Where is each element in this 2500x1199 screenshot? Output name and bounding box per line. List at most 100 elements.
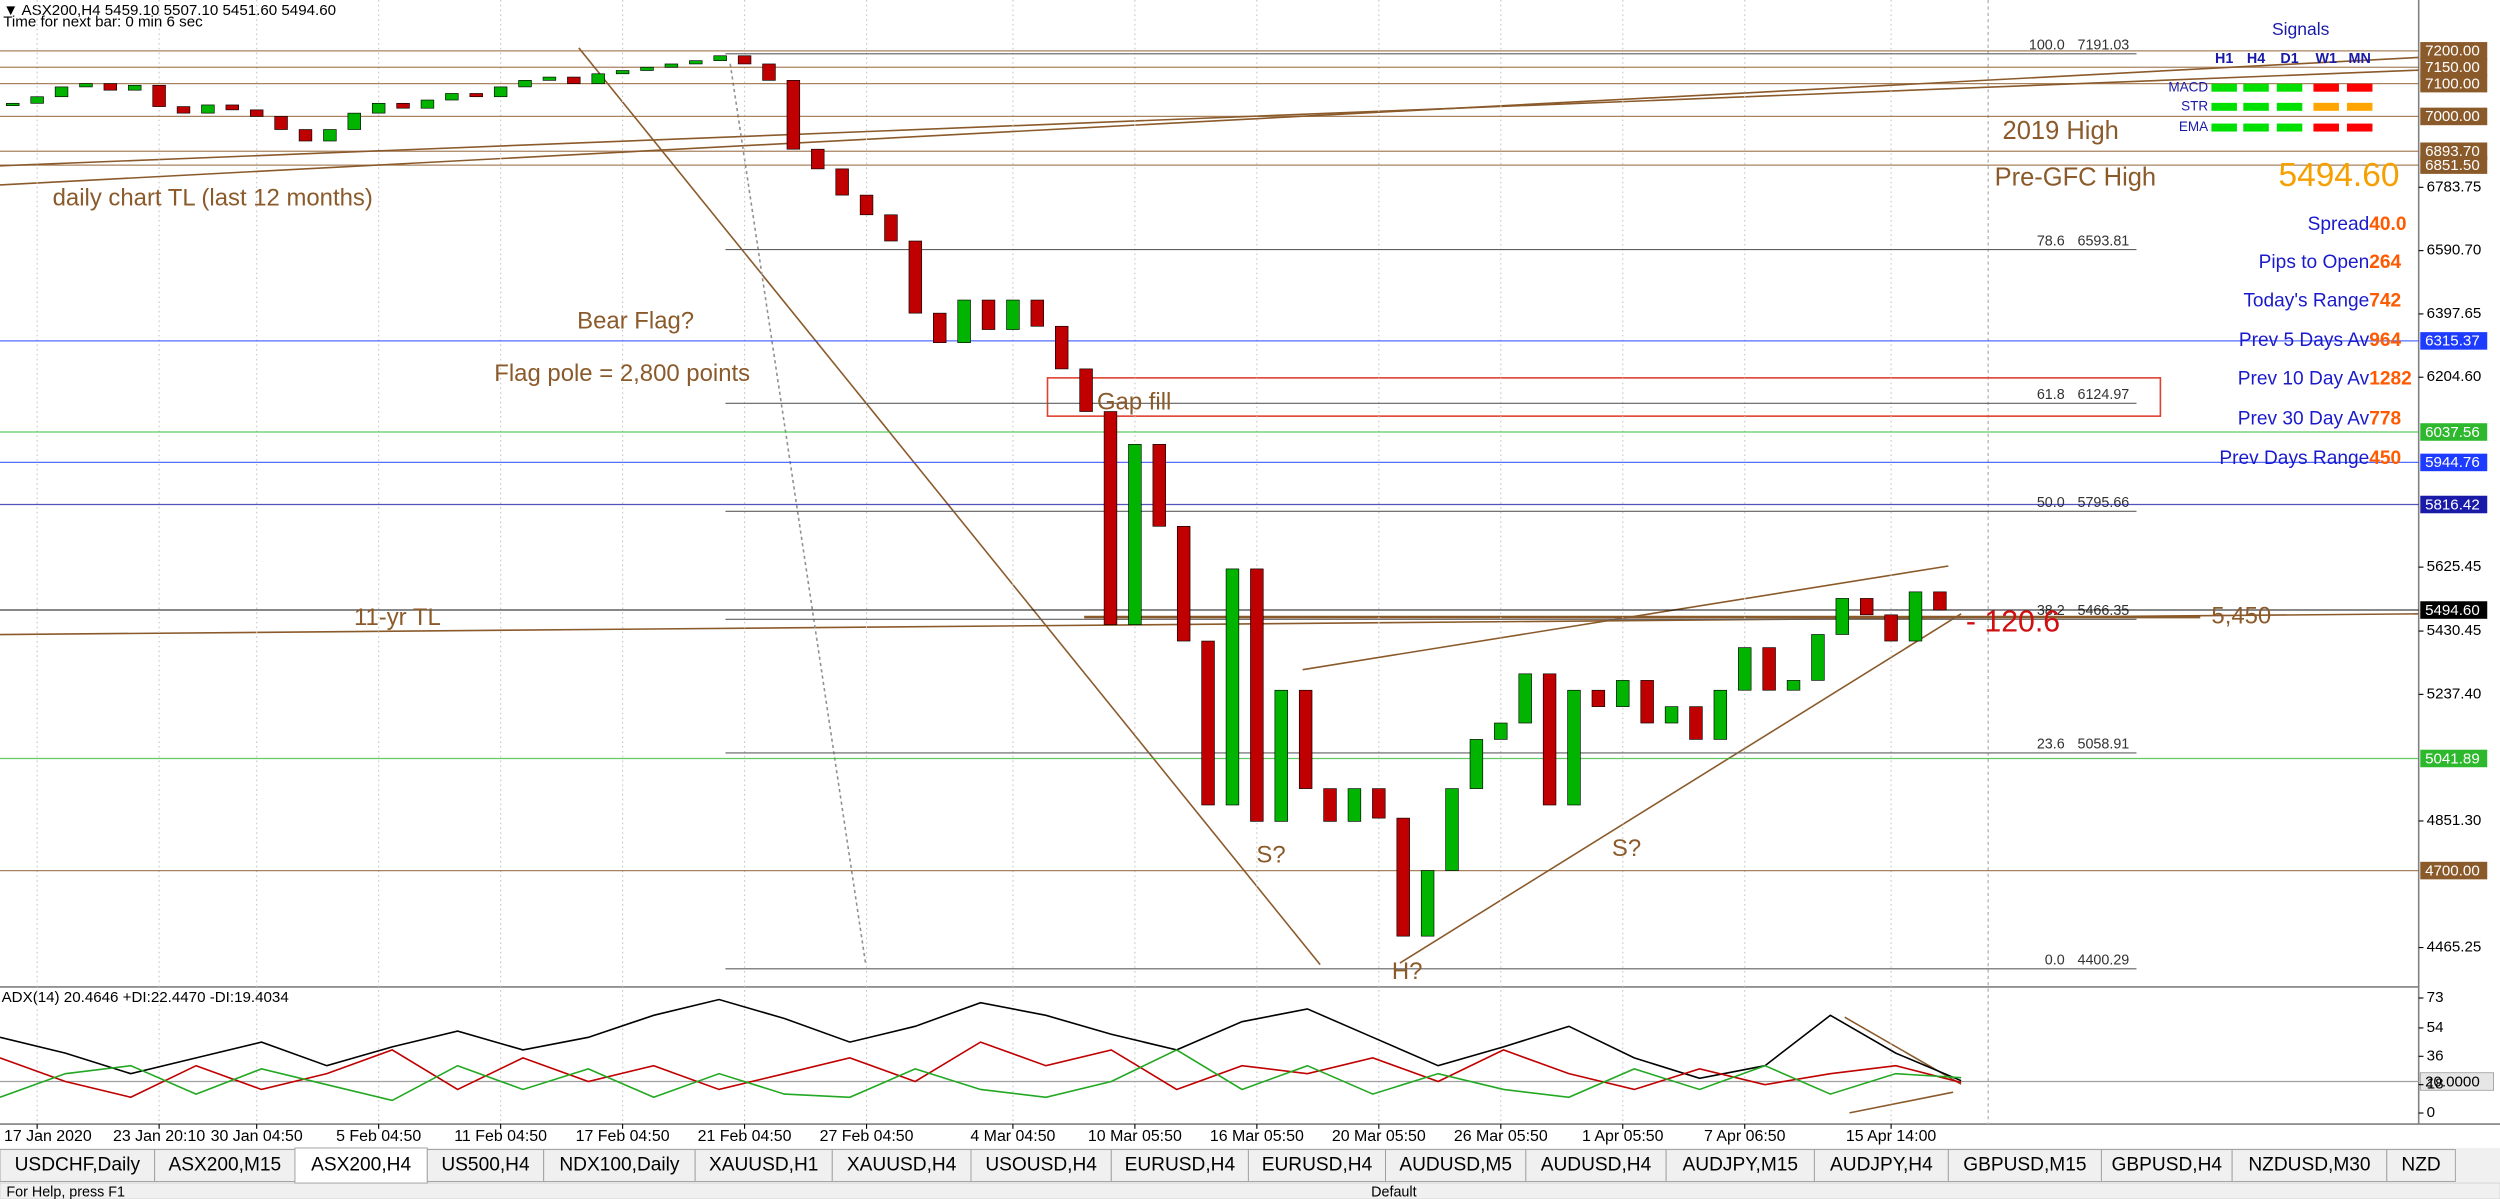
x-tick-label: 27 Feb 04:50 [820,1128,914,1145]
tab-label[interactable]: AUDUSD,H4 [1541,1155,1652,1176]
tab[interactable] [0,1149,156,1182]
candle-body [1250,568,1264,822]
tab[interactable] [1525,1149,1667,1182]
tab[interactable] [294,1147,428,1184]
candle-body [1860,598,1874,616]
candle-body [1469,739,1484,789]
tab-label[interactable]: EURUSD,H4 [1125,1155,1236,1176]
tab-label[interactable]: XAUUSD,H1 [709,1155,818,1176]
tab-label[interactable]: ASX200,M15 [168,1155,281,1176]
level-label: 6037.56 [2425,424,2480,441]
candle-body [323,129,337,142]
candle-body [54,86,69,98]
candle-body [933,312,947,343]
tab[interactable] [154,1149,296,1182]
trendline [1399,613,1962,964]
candle-body [567,76,581,84]
candle-body [469,93,483,98]
tab[interactable] [1665,1149,1815,1182]
candle-body [128,84,142,91]
adx-y-tick-label: 54 [2427,1019,2444,1036]
candle-body [1664,706,1679,724]
annotation: daily chart TL (last 12 months) [53,185,373,212]
tab[interactable] [2100,1149,2233,1182]
level-label: 5041.89 [2425,750,2480,767]
candle-body [1835,598,1850,635]
tab[interactable] [1385,1149,1527,1182]
tab[interactable] [1247,1149,1387,1182]
trendlines [0,47,2419,1114]
candle-body [274,116,288,130]
fib-ratio: 61.8 [2037,387,2065,403]
fib-price: 6124.97 [2077,387,2129,403]
candle-body [1542,673,1557,806]
signal-cell [2276,123,2303,132]
candle-body [30,96,44,104]
tab-label[interactable]: ASX200,H4 [311,1155,411,1176]
candle-body [1006,299,1020,330]
adx-level-label: 20.0000 [2425,1073,2480,1090]
tab-label[interactable]: USDCHF,Daily [15,1155,141,1176]
annotation: S? [1256,842,1285,869]
gap-fill-box [1046,377,2162,417]
annotation: Gap fill [1097,389,1171,416]
candle-body [1494,722,1508,740]
tab-label[interactable]: GBPUSD,M15 [1963,1155,2086,1176]
level-label-box [2420,861,2488,880]
candle-body [518,80,532,88]
tab-label[interactable]: XAUUSD,H4 [847,1155,957,1176]
indicator-title: ADX(14) 20.4646 +DI:22.4470 -DI:19.4034 [2,989,289,1006]
candle-body [835,168,849,196]
tab[interactable] [2386,1149,2456,1182]
candle-body [1445,788,1459,871]
tab-label[interactable]: EURUSD,H4 [1262,1155,1373,1176]
tab[interactable] [2231,1149,2388,1182]
y-tick-label: 4465.25 [2427,939,2482,956]
candle-body [347,112,361,130]
signal-cell [2276,102,2303,111]
annotation: - 120.6 [1966,605,2060,638]
tab-label[interactable]: GBPUSD,H4 [2112,1155,2223,1176]
annotation: 5,450 [2211,602,2271,629]
tab-label[interactable]: AUDJPY,M15 [1683,1155,1799,1176]
info-value: 742 [2369,290,2401,311]
level-label-box [2420,453,2488,472]
info-value: 264 [2369,252,2401,273]
signal-cell [2211,102,2237,111]
level-label-box [2420,107,2488,126]
x-tick-label: 10 Mar 05:50 [1088,1128,1182,1145]
tab-label[interactable]: AUDJPY,H4 [1830,1155,1933,1176]
candle-body [1103,411,1118,625]
y-tick-label: 4851.30 [2427,812,2482,829]
info-price: 5494.60 [2278,157,2399,194]
candle-body [1201,640,1215,806]
tab-label[interactable]: US500,H4 [441,1155,530,1176]
tab[interactable] [1947,1149,2102,1182]
tab-label[interactable]: USOUSD,H4 [985,1155,1097,1176]
tab[interactable] [543,1149,696,1182]
candle-body [591,73,605,84]
tab[interactable] [970,1149,1112,1182]
level-label: 6315.37 [2425,333,2480,350]
candle-body [1689,706,1703,740]
tab-label[interactable]: NZDUSD,M30 [2248,1155,2370,1176]
signals-column: H4 [2247,51,2265,67]
tab-label[interactable]: NZD [2401,1155,2440,1176]
info-label: Pips to Open [2259,252,2370,273]
fib-price: 5466.35 [2077,603,2129,619]
level-label-box [2420,495,2488,514]
candle-body [1396,817,1410,937]
tab-label[interactable]: NDX100,Daily [559,1155,680,1176]
tab[interactable] [694,1149,833,1182]
tab-label[interactable]: AUDUSD,M5 [1399,1155,1512,1176]
info-label: Spread [2308,214,2370,235]
candle-body [1298,689,1313,789]
signals-column: H1 [2215,51,2233,67]
trendline-dotted [729,63,867,965]
candle-body [908,240,923,314]
tab[interactable] [831,1149,972,1182]
tab[interactable] [426,1149,545,1182]
info-value: 778 [2369,408,2401,429]
candle-body [689,60,703,65]
